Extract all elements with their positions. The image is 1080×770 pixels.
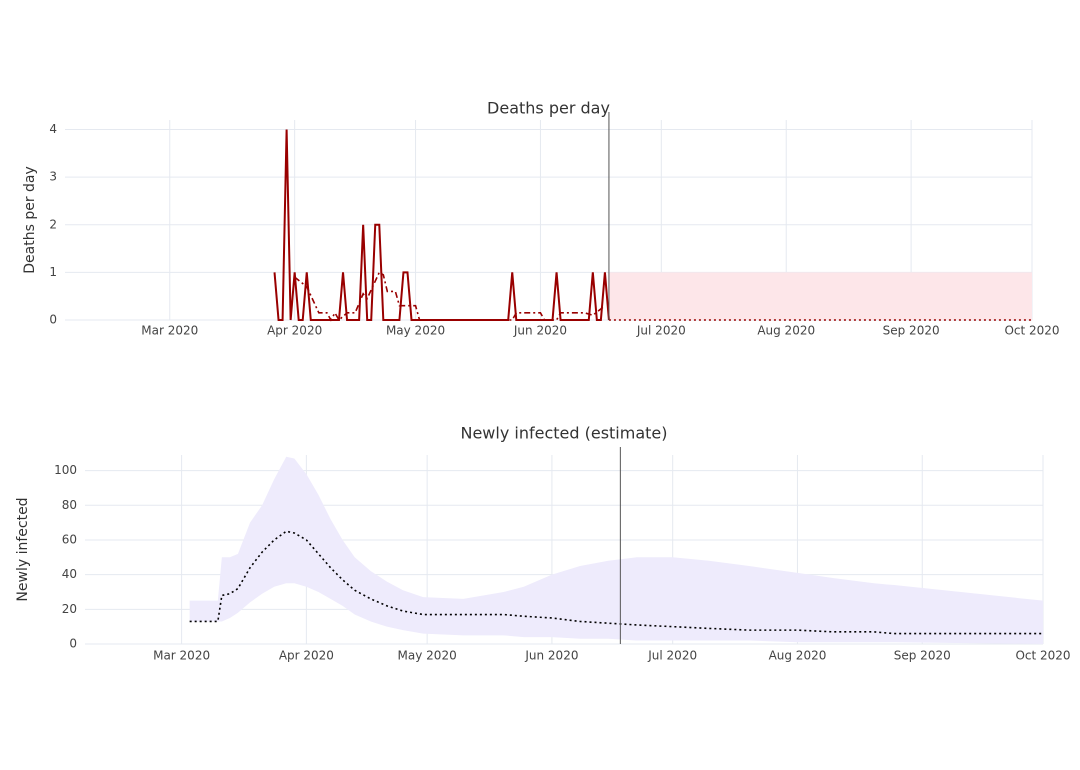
x-tick-label: Jun 2020 <box>513 324 567 338</box>
y-tick-label: 2 <box>49 217 57 231</box>
series-line <box>273 129 610 321</box>
y-tick-label: 20 <box>62 602 77 616</box>
chart-title: Deaths per day <box>487 99 610 118</box>
y-tick-label: 0 <box>69 637 77 651</box>
x-tick-label: May 2020 <box>398 649 457 663</box>
y-axis-title: Newly infected <box>15 497 31 601</box>
x-tick-label: Apr 2020 <box>279 649 334 663</box>
y-tick-label: 1 <box>49 265 57 279</box>
x-tick-label: Jul 2020 <box>636 324 686 338</box>
chart-title: Newly infected (estimate) <box>460 424 667 443</box>
x-tick-label: Oct 2020 <box>1004 324 1059 338</box>
y-tick-label: 3 <box>49 170 57 184</box>
x-tick-label: May 2020 <box>386 324 445 338</box>
x-tick-label: Oct 2020 <box>1015 649 1070 663</box>
x-tick-label: Jun 2020 <box>524 649 578 663</box>
y-tick-label: 80 <box>62 498 77 512</box>
y-tick-label: 60 <box>62 532 77 546</box>
y-tick-label: 4 <box>49 122 57 136</box>
confidence-band <box>189 456 1043 644</box>
x-tick-label: Apr 2020 <box>267 324 322 338</box>
x-tick-label: Mar 2020 <box>153 649 210 663</box>
confidence-band <box>608 272 1032 320</box>
y-tick-label: 0 <box>49 313 57 327</box>
series-line <box>294 271 606 322</box>
y-tick-label: 100 <box>54 463 77 477</box>
series-line <box>189 530 1043 635</box>
y-tick-label: 40 <box>62 567 77 581</box>
x-tick-label: Mar 2020 <box>141 324 198 338</box>
x-tick-label: Sep 2020 <box>883 324 940 338</box>
x-tick-label: Aug 2020 <box>769 649 827 663</box>
y-axis-title: Deaths per day <box>22 166 38 274</box>
x-tick-label: Jul 2020 <box>647 649 697 663</box>
x-tick-label: Sep 2020 <box>894 649 951 663</box>
x-tick-label: Aug 2020 <box>757 324 815 338</box>
